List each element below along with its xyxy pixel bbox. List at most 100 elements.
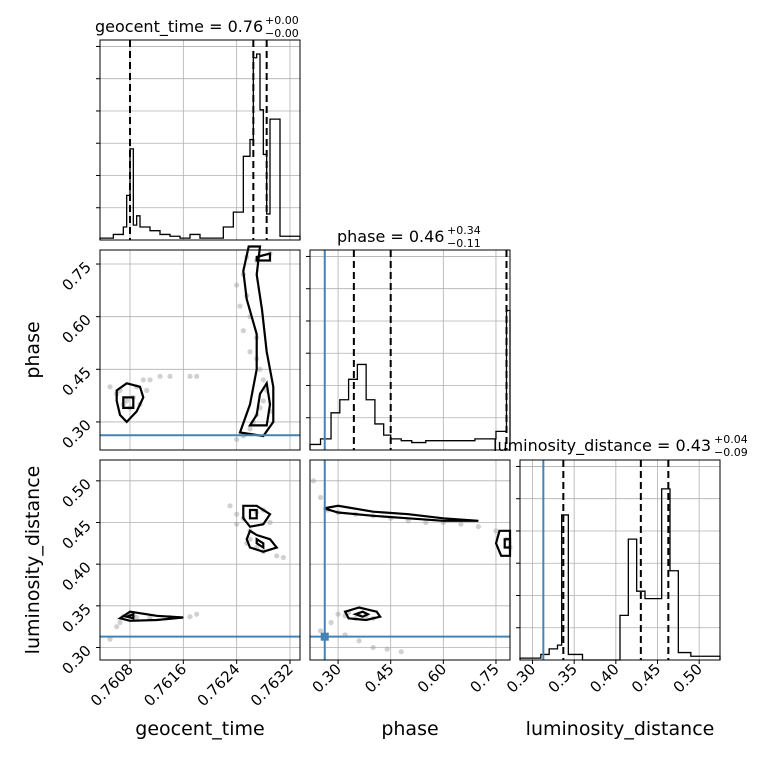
luminosity-distance-vs-phase-panel: 0.30 0.45 0.60 0.75 [309,459,513,696]
contour-4 [352,610,371,618]
density-point-1 [124,398,130,404]
x-tick-label-2: 0.60 [414,660,450,696]
density-point-16 [247,426,253,432]
contour-2 [238,245,275,438]
contour-3 [247,380,272,427]
y-tick-label-0: 0.30 [58,416,94,452]
density-point-8 [167,373,173,379]
phase-vs-geocent-time-panel: 0.30 0.45 0.60 0.75 [58,245,301,452]
density-point-21 [280,554,286,561]
y-tick-label-3: 0.45 [58,517,94,553]
y-tick-label-1: 0.35 [58,600,94,636]
contour-1 [494,529,512,557]
contour-4 [255,252,272,262]
title-geocent-time: geocent_time = 0.76 [95,17,263,37]
y-axis-label-luminosity-distance: luminosity_distance [22,466,44,655]
contour-5 [255,537,265,550]
density-point-10 [194,373,200,379]
x-axis-label-geocent-time: geocent_time [135,718,264,740]
density-point-6 [134,614,140,621]
density-point-11 [234,511,240,517]
panel-frame [519,459,721,661]
panel-frame [309,249,511,451]
density-point-22 [328,619,334,626]
geocent-time-histogram-panel [96,39,301,241]
density-point-7 [405,518,411,524]
x-axis-label-luminosity-distance: luminosity_distance [526,718,715,740]
x-tick-label-3: 0.45 [628,660,664,696]
density-point-28 [317,628,324,634]
density-point-38 [234,282,240,288]
x-tick-label-1: 0.7616 [140,660,190,710]
density-point-1 [114,624,120,630]
density-point-15 [267,519,273,526]
x-tick-label-3: 0.7632 [247,660,297,710]
panel-frame [99,39,301,241]
density-point-10 [194,611,200,617]
density-point-5 [140,377,146,383]
density-point-17 [247,536,253,542]
contour-3 [343,606,383,622]
panel-frame [99,459,301,661]
density-point-24 [356,638,362,644]
density-point-27 [398,649,404,655]
density-point-9 [187,614,193,620]
panel-frame [99,249,301,451]
x-tick-label-3: 0.75 [466,660,502,696]
contour-0 [323,504,479,522]
density-point-20 [274,553,280,559]
density-point-0 [310,478,317,484]
y-tick-label-1: 0.45 [58,363,94,399]
x-axis-label-phase: phase [381,718,438,740]
x-tick-label-0: 0.7608 [87,660,137,710]
title-luminosity-distance-lower-error: −0.09 [714,446,748,459]
x-tick-label-1: 0.45 [361,660,397,696]
title-geocent-time-lower-error: −0.00 [265,27,299,40]
luminosity-distance-histogram-panel: 0.30 0.35 0.40 0.45 0.50 [503,459,721,696]
title-phase-lower-error: −0.11 [447,237,481,250]
x-tick-label-1: 0.35 [545,660,581,696]
density-point-35 [247,349,253,355]
contour-1 [122,612,135,620]
x-tick-label-4: 0.50 [670,660,706,696]
density-point-10 [458,521,464,527]
density-point-12 [493,528,499,534]
density-point-9 [187,373,193,379]
histogram-phase [309,309,511,450]
y-tick-label-2: 0.60 [58,311,94,347]
density-point-7 [157,373,163,379]
title-luminosity-distance: luminosity_distance = 0.43 [493,436,711,456]
phase-histogram-panel [306,249,511,451]
density-point-34 [257,366,263,372]
panel-frame [309,459,511,661]
density-point-26 [384,646,390,652]
density-point-18 [260,398,266,404]
title-geocent-time-upper-error: +0.00 [265,14,299,27]
x-tick-label-0: 0.30 [503,660,539,696]
luminosity-distance-vs-geocent-time-panel: 0.30 0.35 0.40 0.45 0.50 0.7608 0.7616 0.7624 0.… [58,459,301,710]
y-tick-label-3: 0.75 [58,258,94,294]
title-phase-upper-error: +0.34 [447,224,481,237]
density-point-15 [335,611,341,617]
density-point-1 [317,494,324,501]
density-point-25 [370,644,376,651]
contour-0 [117,610,184,622]
density-point-37 [237,303,243,309]
density-point-11 [475,524,482,530]
density-point-19 [260,377,266,383]
density-point-0 [107,636,113,642]
y-tick-label-2: 0.40 [58,558,94,594]
contour-1 [122,396,135,409]
y-tick-label-4: 0.50 [58,475,94,511]
y-tick-label-0: 0.30 [58,642,94,678]
contour-3 [248,508,258,520]
density-point-6 [147,377,153,383]
title-luminosity-distance-upper-error: +0.04 [714,433,748,446]
density-point-23 [234,521,240,527]
density-point-15 [144,387,150,393]
histogram-luminosity_distance [519,488,721,661]
density-point-11 [107,384,113,390]
contour-2 [242,504,272,528]
density-point-36 [240,328,246,334]
